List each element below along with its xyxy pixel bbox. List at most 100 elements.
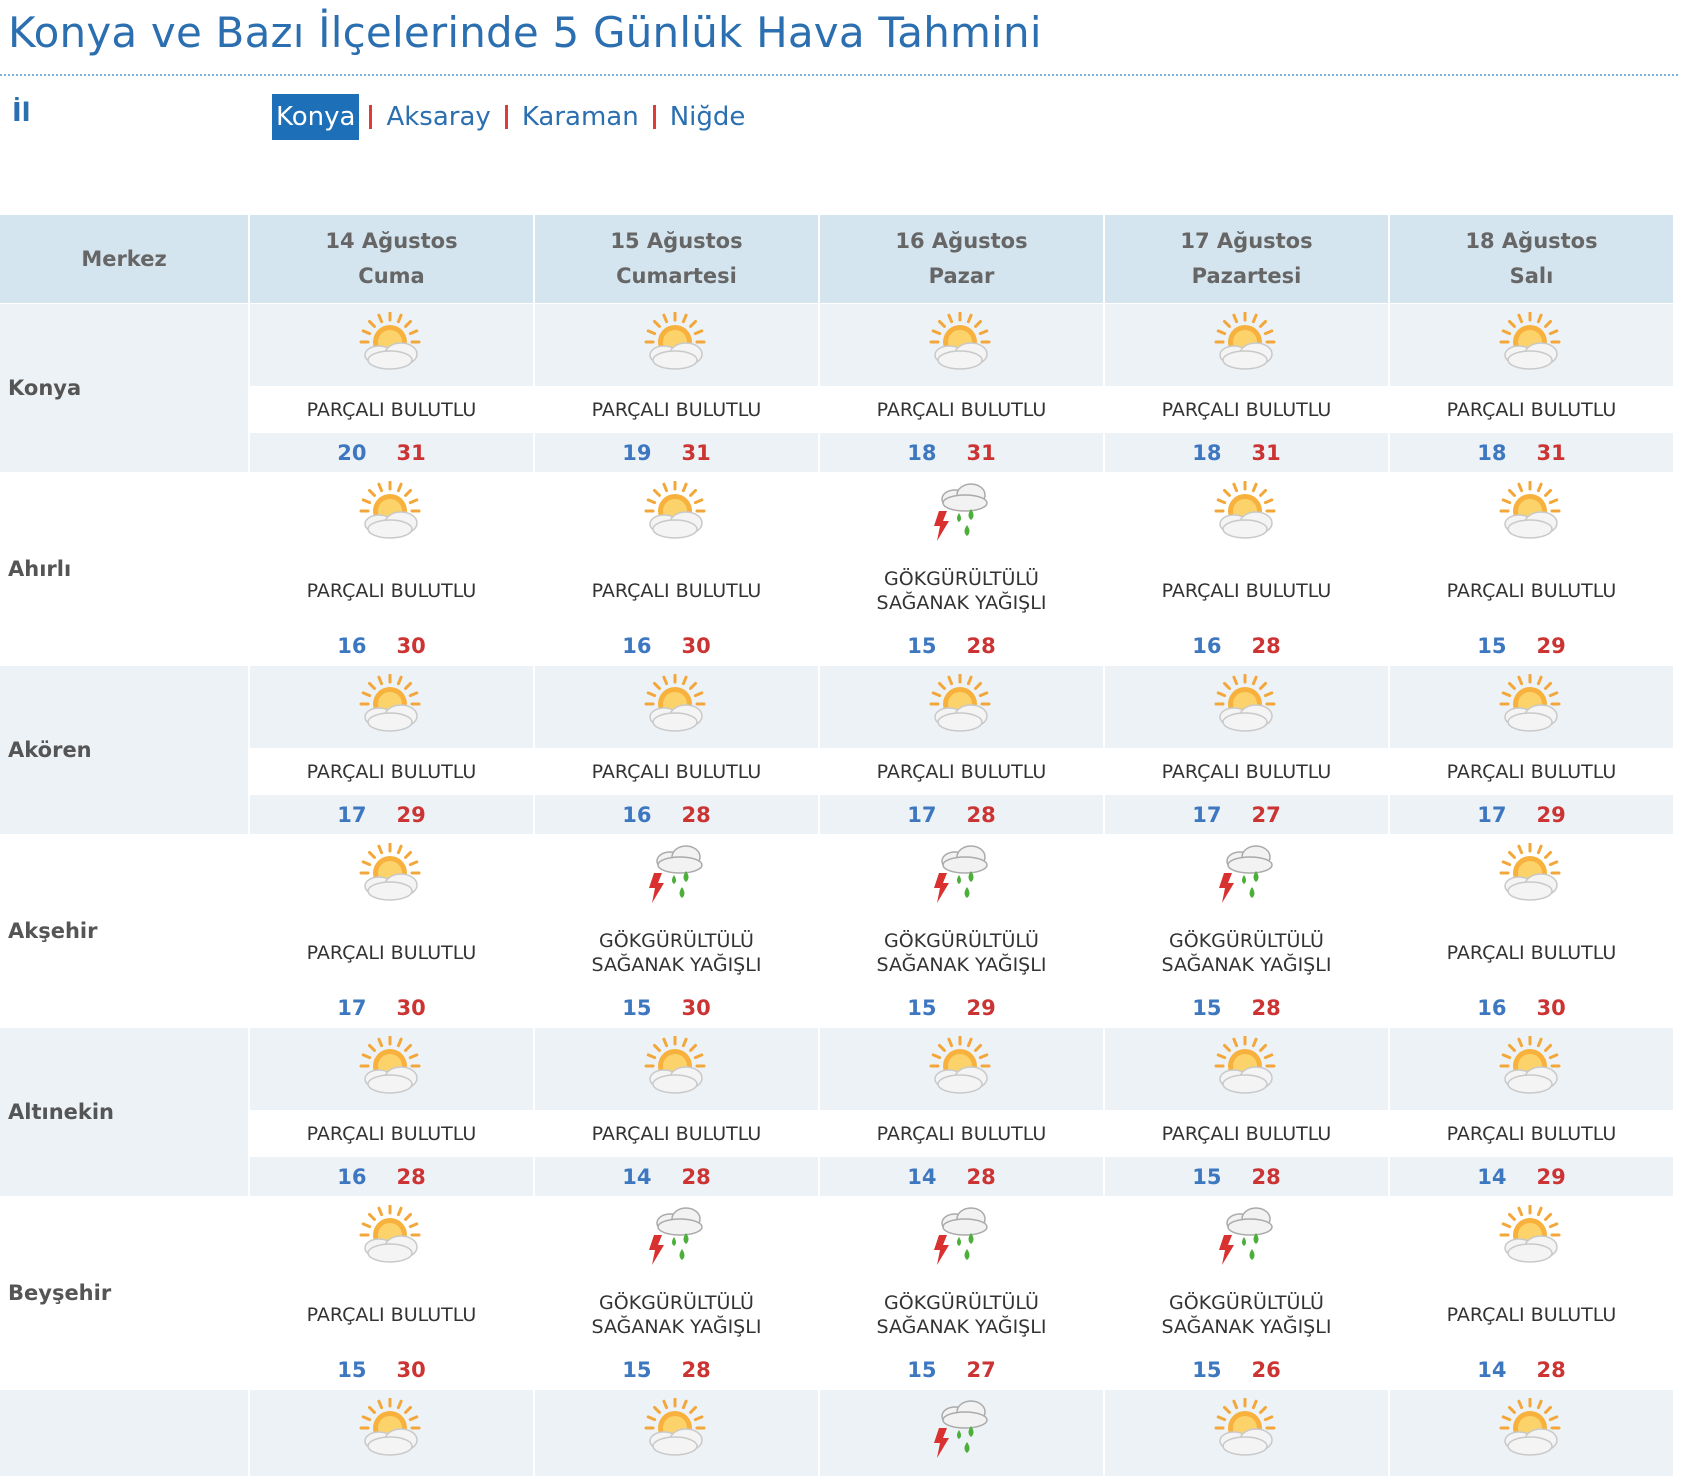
day-header: 14 Ağustos Cuma: [250, 215, 533, 303]
condition: PARÇALI BULUTLU: [1161, 399, 1332, 421]
partly-cloudy-icon: [355, 480, 425, 549]
min-temp: 15: [907, 996, 937, 1020]
weather-icon: [359, 842, 420, 901]
weather-icon: [644, 1397, 705, 1456]
condition: GÖKGÜRÜLTÜLÜ SAĞANAK YAĞIŞLI: [1161, 1292, 1332, 1338]
temperatures: 14 29: [1380, 1157, 1663, 1197]
weather-icon: [933, 483, 988, 541]
max-temp: 29: [1536, 1165, 1566, 1189]
max-temp: 30: [396, 996, 426, 1020]
condition: PARÇALI BULUTLU: [591, 580, 762, 602]
partly-cloudy-icon: [1495, 842, 1565, 911]
weather-icon: [644, 480, 705, 539]
condition: PARÇALI BULUTLU: [306, 942, 477, 964]
max-temp: 29: [1536, 634, 1566, 658]
partly-cloudy-icon: [640, 311, 710, 380]
cell-band: [1105, 433, 1388, 472]
min-temp: 15: [622, 996, 652, 1020]
storm-icon: [1210, 1205, 1280, 1273]
condition: PARÇALI BULUTLU: [876, 761, 1047, 783]
min-temp: 16: [1192, 634, 1222, 658]
day-header: 16 Ağustos Pazar: [820, 215, 1103, 303]
max-temp: 28: [1251, 1165, 1281, 1189]
temperatures: 14 28: [525, 1157, 808, 1197]
min-temp: 16: [622, 634, 652, 658]
partly-cloudy-icon: [355, 311, 425, 380]
temperatures: 18 31: [1380, 433, 1663, 473]
weather-icon: [1214, 673, 1275, 732]
cell-band: [535, 1157, 818, 1196]
location-name: Akören: [0, 666, 248, 834]
weather-icon: [648, 845, 703, 903]
min-temp: 15: [907, 634, 937, 658]
max-temp: 30: [681, 996, 711, 1020]
day-name: Salı: [1509, 264, 1554, 288]
min-temp: 15: [622, 1358, 652, 1382]
nav-link[interactable]: Konya: [272, 94, 360, 140]
storm-icon: [640, 843, 710, 911]
weather-icon: [644, 673, 705, 732]
location-name: Beyşehir: [8, 1281, 112, 1305]
corner-header: Merkez: [0, 215, 248, 303]
temperatures: 15 28: [1095, 988, 1378, 1028]
nav-link[interactable]: Aksaray: [386, 102, 491, 132]
day-header: 18 Ağustos Salı: [1390, 215, 1673, 303]
divider: [0, 74, 1678, 76]
weather-icon: [1499, 673, 1560, 732]
condition: GÖKGÜRÜLTÜLÜ SAĞANAK YAĞIŞLI: [876, 568, 1047, 614]
temperatures: 15 28: [525, 1350, 808, 1390]
cell-band: [1390, 433, 1673, 472]
condition: PARÇALI BULUTLU: [306, 580, 477, 602]
condition: GÖKGÜRÜLTÜLÜ SAĞANAK YAĞIŞLI: [876, 930, 1047, 976]
max-temp: 29: [1536, 803, 1566, 827]
day-date: 15 Ağustos: [610, 229, 743, 253]
max-temp: 31: [396, 441, 426, 465]
day-header: 15 Ağustos Cumartesi: [535, 215, 818, 303]
weather-icon: [933, 845, 988, 903]
max-temp: 28: [966, 1165, 996, 1189]
temperatures: 20 31: [240, 433, 523, 473]
weather-icon: [1214, 1397, 1275, 1456]
partly-cloudy-icon: [640, 1397, 710, 1466]
cell-band: [820, 795, 1103, 834]
partly-cloudy-icon: [1495, 311, 1565, 380]
condition: PARÇALI BULUTLU: [306, 1304, 477, 1326]
partly-cloudy-icon: [355, 1035, 425, 1104]
partly-cloudy-icon: [1210, 673, 1280, 742]
weather-icon: [1214, 311, 1275, 370]
condition: PARÇALI BULUTLU: [876, 399, 1047, 421]
partly-cloudy-icon: [1495, 1035, 1565, 1104]
storm-icon: [640, 1205, 710, 1273]
min-temp: 18: [1192, 441, 1222, 465]
max-temp: 30: [681, 634, 711, 658]
min-temp: 15: [907, 1358, 937, 1382]
max-temp: 27: [966, 1358, 996, 1382]
partly-cloudy-icon: [925, 673, 995, 742]
temperatures: 16 28: [240, 1157, 523, 1197]
nav-link[interactable]: Karaman: [521, 102, 639, 132]
condition: PARÇALI BULUTLU: [306, 761, 477, 783]
storm-icon: [925, 481, 995, 549]
max-temp: 28: [681, 1358, 711, 1382]
location-name: [0, 1390, 248, 1476]
min-temp: 14: [1477, 1165, 1507, 1189]
max-temp: 28: [1251, 634, 1281, 658]
min-temp: 14: [1477, 1358, 1507, 1382]
nav-link[interactable]: Niğde: [669, 102, 746, 132]
max-temp: 31: [966, 441, 996, 465]
cell-band: [250, 795, 533, 834]
min-temp: 16: [337, 634, 367, 658]
condition: GÖKGÜRÜLTÜLÜ SAĞANAK YAĞIŞLI: [1161, 930, 1332, 976]
condition: GÖKGÜRÜLTÜLÜ SAĞANAK YAĞIŞLI: [591, 930, 762, 976]
storm-icon: [925, 1398, 995, 1466]
day-name: Cumartesi: [616, 264, 737, 288]
min-temp: 15: [1192, 1358, 1222, 1382]
weather-icon: [644, 1035, 705, 1094]
temperatures: 15 28: [810, 626, 1093, 666]
province-nav: Konya Aksaray Karaman Niğde: [272, 94, 749, 140]
temperatures: 17 28: [810, 795, 1093, 835]
day-name: Pazar: [928, 264, 995, 288]
weather-icon: [929, 673, 990, 732]
weather-icon: [644, 311, 705, 370]
cell-band: [250, 1157, 533, 1196]
